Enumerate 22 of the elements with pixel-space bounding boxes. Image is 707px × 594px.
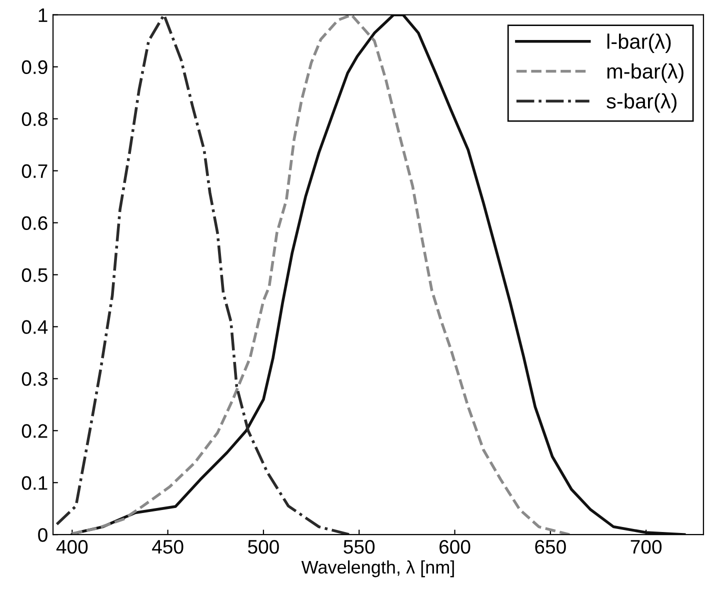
x-tick-label: 700 <box>630 540 662 554</box>
y-tick-label: 0 <box>38 528 48 542</box>
x-tick-label: 650 <box>535 540 566 554</box>
y-tick-label: 0.3 <box>22 372 48 386</box>
y-tick-label: 1 <box>38 8 48 22</box>
legend-label: l-bar(λ) <box>607 34 671 54</box>
legend-label: s-bar(λ) <box>606 93 676 113</box>
y-tick-label: 0.1 <box>22 476 48 490</box>
y-tick-label: 0.7 <box>22 164 48 178</box>
x-axis-title: Wavelength, λ [nm] <box>301 560 454 578</box>
y-tick-label: 0.9 <box>22 60 48 74</box>
x-tick-label: 500 <box>248 540 279 554</box>
y-tick-label: 0.4 <box>22 320 48 334</box>
x-tick-label: 600 <box>440 540 470 554</box>
x-tick-label: 550 <box>344 540 375 554</box>
y-tick-label: 0.5 <box>22 268 48 282</box>
y-tick-label: 0.8 <box>22 112 48 126</box>
x-tick-label: 450 <box>152 540 184 554</box>
y-tick-label: 0.2 <box>22 424 48 438</box>
x-tick-label: 400 <box>56 540 88 554</box>
y-tick-label: 0.6 <box>22 216 48 230</box>
legend-label: m-bar(λ) <box>607 63 684 83</box>
